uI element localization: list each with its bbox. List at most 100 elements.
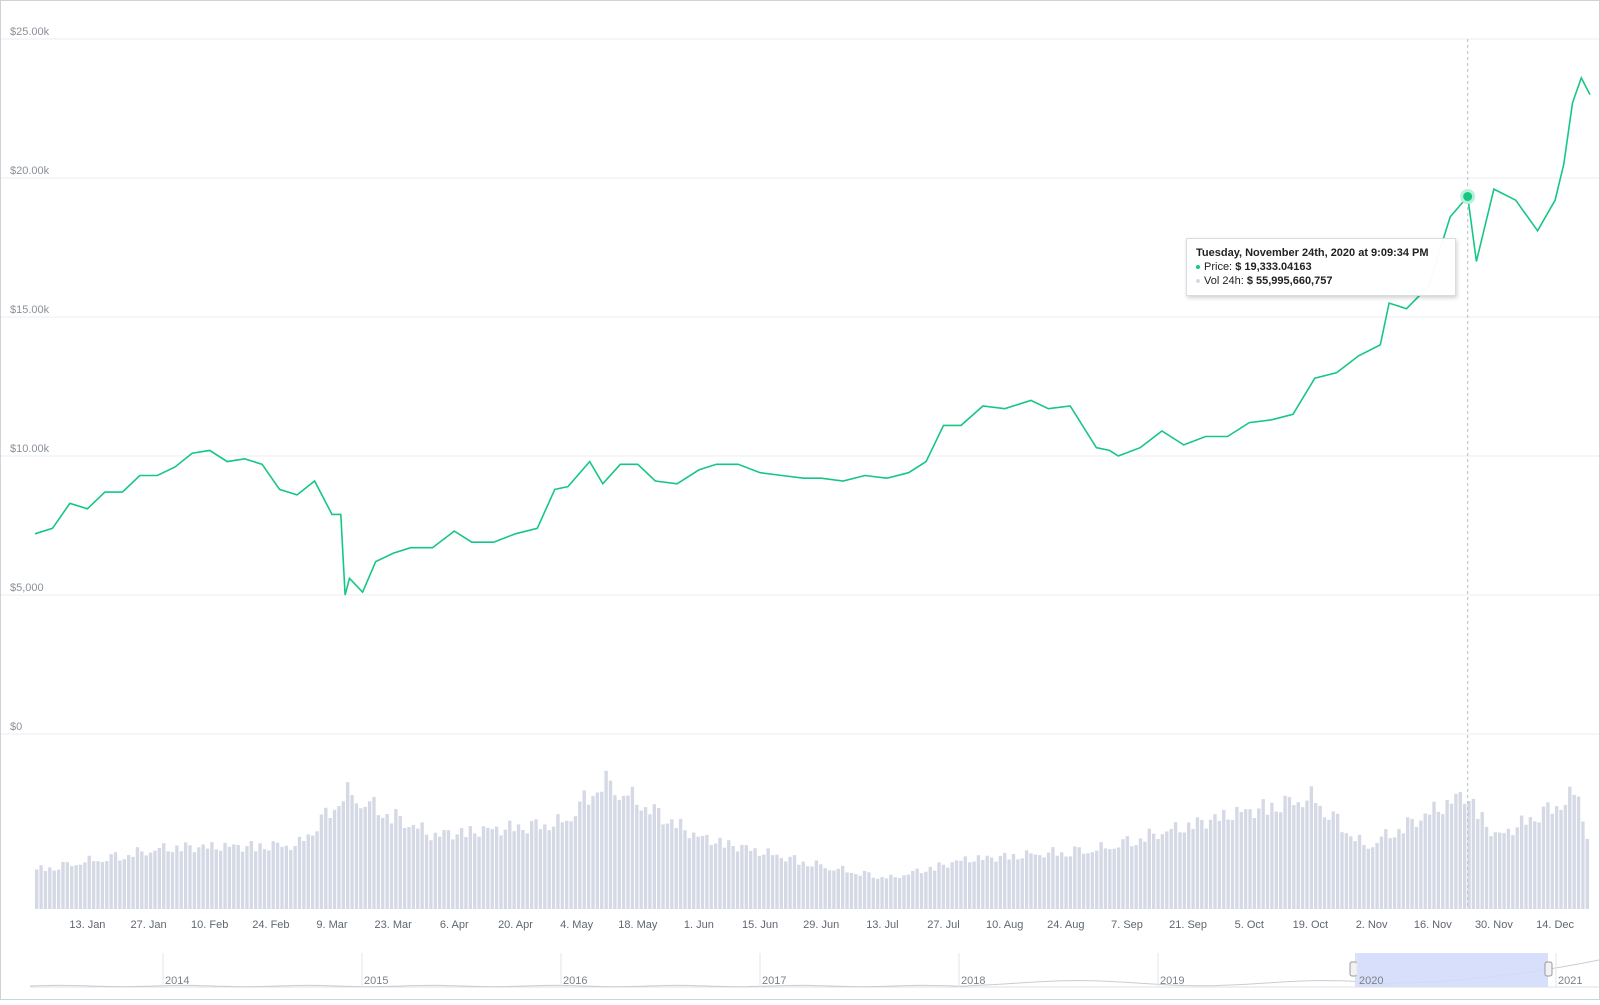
volume-bar xyxy=(604,770,608,909)
volume-bar xyxy=(385,813,389,909)
volume-bar xyxy=(74,865,78,909)
volume-bar xyxy=(1165,831,1169,909)
navigator-selected-range[interactable] xyxy=(1355,953,1548,987)
volume-bar xyxy=(398,815,402,909)
volume-bar xyxy=(1016,859,1020,909)
volume-bar xyxy=(148,852,153,909)
volume-bar xyxy=(490,829,494,909)
volume-bar xyxy=(464,837,468,909)
volume-bar xyxy=(1344,833,1349,909)
volume-bar xyxy=(297,836,302,909)
volume-bar xyxy=(840,865,845,909)
x-tick-label: 9. Mar xyxy=(316,919,348,931)
volume-bar xyxy=(1511,835,1515,909)
volume-bar xyxy=(1340,832,1344,909)
x-tick-label: 5. Oct xyxy=(1235,919,1264,931)
x-tick-label: 24. Feb xyxy=(252,919,289,931)
volume-bar xyxy=(529,821,534,909)
volume-bar xyxy=(1423,813,1427,909)
volume-bar xyxy=(240,851,245,909)
volume-bar xyxy=(735,851,740,909)
volume-bar xyxy=(867,872,871,909)
volume-bar xyxy=(1134,845,1138,909)
volume-bar xyxy=(1533,821,1537,909)
volume-bar xyxy=(214,849,218,909)
volume-bar xyxy=(218,850,223,909)
volume-bar xyxy=(1327,819,1331,909)
volume-bar xyxy=(1392,837,1397,909)
volume-bar xyxy=(477,836,481,909)
volume-bar xyxy=(1554,806,1559,909)
volume-bar xyxy=(919,873,924,909)
volume-bar xyxy=(1287,797,1292,909)
volume-bar xyxy=(1274,811,1278,909)
volume-bar xyxy=(1143,841,1147,909)
volume-bar xyxy=(1322,817,1327,909)
volume-bar xyxy=(635,804,639,909)
volume-bar xyxy=(459,828,464,909)
volume-bar xyxy=(429,840,433,909)
volume-bar xyxy=(424,834,429,909)
volume-bar xyxy=(1160,834,1165,909)
hover-point[interactable] xyxy=(1460,189,1476,205)
range-navigator[interactable]: 2014 2015 2016 2017 2018 2019 2020 2021 xyxy=(29,953,1600,988)
volume-bar xyxy=(113,852,118,909)
volume-bar xyxy=(516,824,521,909)
volume-bar xyxy=(1441,814,1445,909)
volume-bar xyxy=(332,809,337,909)
volume-bar xyxy=(389,823,394,909)
volume-bar xyxy=(709,845,713,909)
x-tick-label: 2. Nov xyxy=(1356,919,1388,931)
volume-bar xyxy=(1182,832,1187,909)
volume-bar xyxy=(674,827,678,909)
volume-bar xyxy=(105,861,109,909)
volume-bar xyxy=(346,782,350,909)
volume-bar xyxy=(1279,812,1283,909)
volume-bar xyxy=(109,854,113,909)
volume-bar xyxy=(135,847,140,909)
volume-bar xyxy=(1296,802,1300,909)
volume-bar xyxy=(713,843,718,909)
volume-bar xyxy=(126,855,131,909)
y-tick-label: $25.00k xyxy=(10,26,50,38)
volume-bar xyxy=(162,843,166,909)
volume-bar xyxy=(792,855,797,909)
volume-bar xyxy=(1169,828,1173,909)
volume-bar xyxy=(1046,852,1051,909)
volume-bar xyxy=(880,877,884,909)
volume-bar xyxy=(823,868,827,909)
volume-bar xyxy=(722,847,727,909)
volume-bar xyxy=(271,841,275,909)
volume-bar xyxy=(819,864,823,909)
volume-bar xyxy=(394,809,398,909)
volume-bar xyxy=(1178,832,1182,909)
volume-bar xyxy=(976,855,981,909)
volume-bar xyxy=(788,856,792,909)
navigator-left-handle[interactable] xyxy=(1349,961,1358,977)
y-tick-label: $10.00k xyxy=(10,443,50,455)
volume-bar xyxy=(670,819,674,909)
tooltip-price-row: Price: $ 19,333.04163 xyxy=(1196,260,1446,274)
volume-bar xyxy=(630,786,635,909)
volume-bar xyxy=(188,845,192,909)
volume-bar xyxy=(731,846,735,909)
volume-bar xyxy=(805,866,810,909)
volume-bar xyxy=(473,833,477,909)
volume-bar xyxy=(1357,834,1362,909)
volume-bar xyxy=(170,852,175,909)
volume-bar xyxy=(1432,801,1436,909)
volume-bar xyxy=(1300,807,1305,909)
volume-bar xyxy=(989,857,994,909)
navigator-year-label: 2018 xyxy=(961,975,985,987)
x-tick-label: 21. Sep xyxy=(1169,919,1207,931)
volume-bar xyxy=(100,861,105,909)
volume-bar xyxy=(525,833,529,909)
volume-bar xyxy=(1081,853,1086,909)
volume-bar xyxy=(1406,817,1410,909)
volume-bar xyxy=(78,864,83,909)
navigator-right-handle[interactable] xyxy=(1544,961,1553,977)
volume-bar xyxy=(43,871,48,909)
x-axis-labels: 13. Jan 27. Jan 10. Feb 24. Feb 9. Mar 23. Ma… xyxy=(69,919,1574,931)
